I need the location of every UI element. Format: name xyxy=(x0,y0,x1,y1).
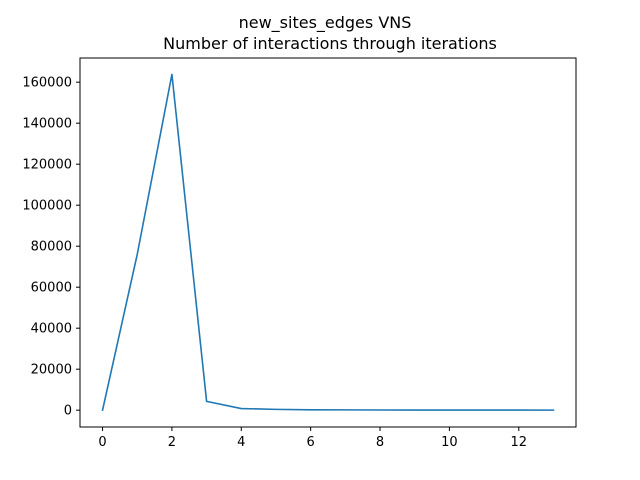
x-tick-label: 8 xyxy=(376,435,384,450)
y-tick-label: 0 xyxy=(64,404,72,419)
x-tick-label: 6 xyxy=(307,435,315,450)
x-tick-label: 0 xyxy=(98,435,106,450)
y-axis: 0 20000 40000 60000 80000 100000 120000 140000 1… xyxy=(22,76,80,419)
y-tick-label: 40000 xyxy=(31,322,72,337)
plot-frame xyxy=(79,57,577,428)
x-tick-label: 4 xyxy=(237,435,245,450)
series-line xyxy=(101,73,555,412)
x-axis: 0 2 4 6 8 10 12 xyxy=(98,427,527,450)
y-tick-label: 20000 xyxy=(31,363,72,378)
y-tick-label: 100000 xyxy=(22,199,72,214)
chart-subtitle: Number of interactions through iteration… xyxy=(163,34,497,53)
x-tick-label: 2 xyxy=(168,435,176,450)
y-tick-label: 140000 xyxy=(22,117,72,132)
series-layer xyxy=(101,73,555,412)
y-tick-label: 120000 xyxy=(22,158,72,173)
x-tick-label: 12 xyxy=(510,435,527,450)
chart-title: new_sites_edges VNS xyxy=(239,13,412,33)
y-tick-label: 60000 xyxy=(31,281,72,296)
y-tick-label: 160000 xyxy=(22,76,72,91)
y-tick-label: 80000 xyxy=(31,240,72,255)
x-tick-label: 10 xyxy=(441,435,458,450)
